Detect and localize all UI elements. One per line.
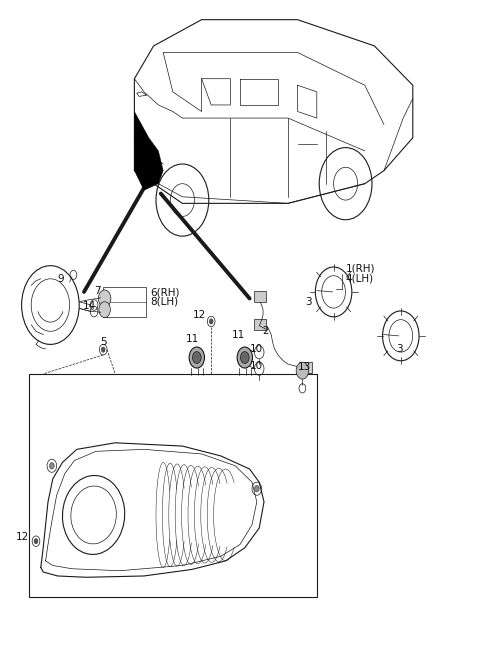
Text: 4(LH): 4(LH) (346, 273, 374, 283)
Circle shape (34, 539, 38, 544)
Text: 11: 11 (231, 329, 245, 340)
Bar (103, 287, 146, 317)
Circle shape (254, 485, 259, 492)
Circle shape (209, 319, 213, 324)
Text: 5: 5 (100, 337, 107, 348)
Bar (301, 362, 312, 373)
Polygon shape (134, 112, 163, 190)
Text: 8(LH): 8(LH) (150, 297, 178, 307)
Circle shape (99, 302, 110, 318)
Circle shape (296, 362, 309, 379)
Text: 13: 13 (298, 362, 311, 373)
Text: 6(RH): 6(RH) (150, 287, 179, 298)
Text: 3: 3 (396, 344, 403, 354)
Circle shape (192, 352, 201, 363)
Bar (29, 374, 317, 597)
Text: 2: 2 (262, 326, 269, 337)
Text: 3: 3 (305, 297, 312, 307)
Bar (254, 291, 266, 302)
Text: 1(RH): 1(RH) (346, 264, 375, 274)
Circle shape (101, 347, 105, 352)
Circle shape (189, 347, 204, 368)
Text: 12: 12 (15, 531, 29, 542)
Circle shape (49, 462, 54, 469)
Bar (254, 319, 266, 330)
Circle shape (98, 290, 111, 307)
Circle shape (240, 352, 249, 363)
Text: 11: 11 (185, 334, 199, 344)
Circle shape (237, 347, 252, 368)
Text: 9: 9 (57, 274, 64, 284)
Text: 10: 10 (250, 361, 263, 371)
Text: 12: 12 (193, 310, 206, 320)
Text: 10: 10 (250, 344, 263, 354)
Text: 14: 14 (83, 301, 96, 312)
Text: 7: 7 (94, 286, 101, 297)
